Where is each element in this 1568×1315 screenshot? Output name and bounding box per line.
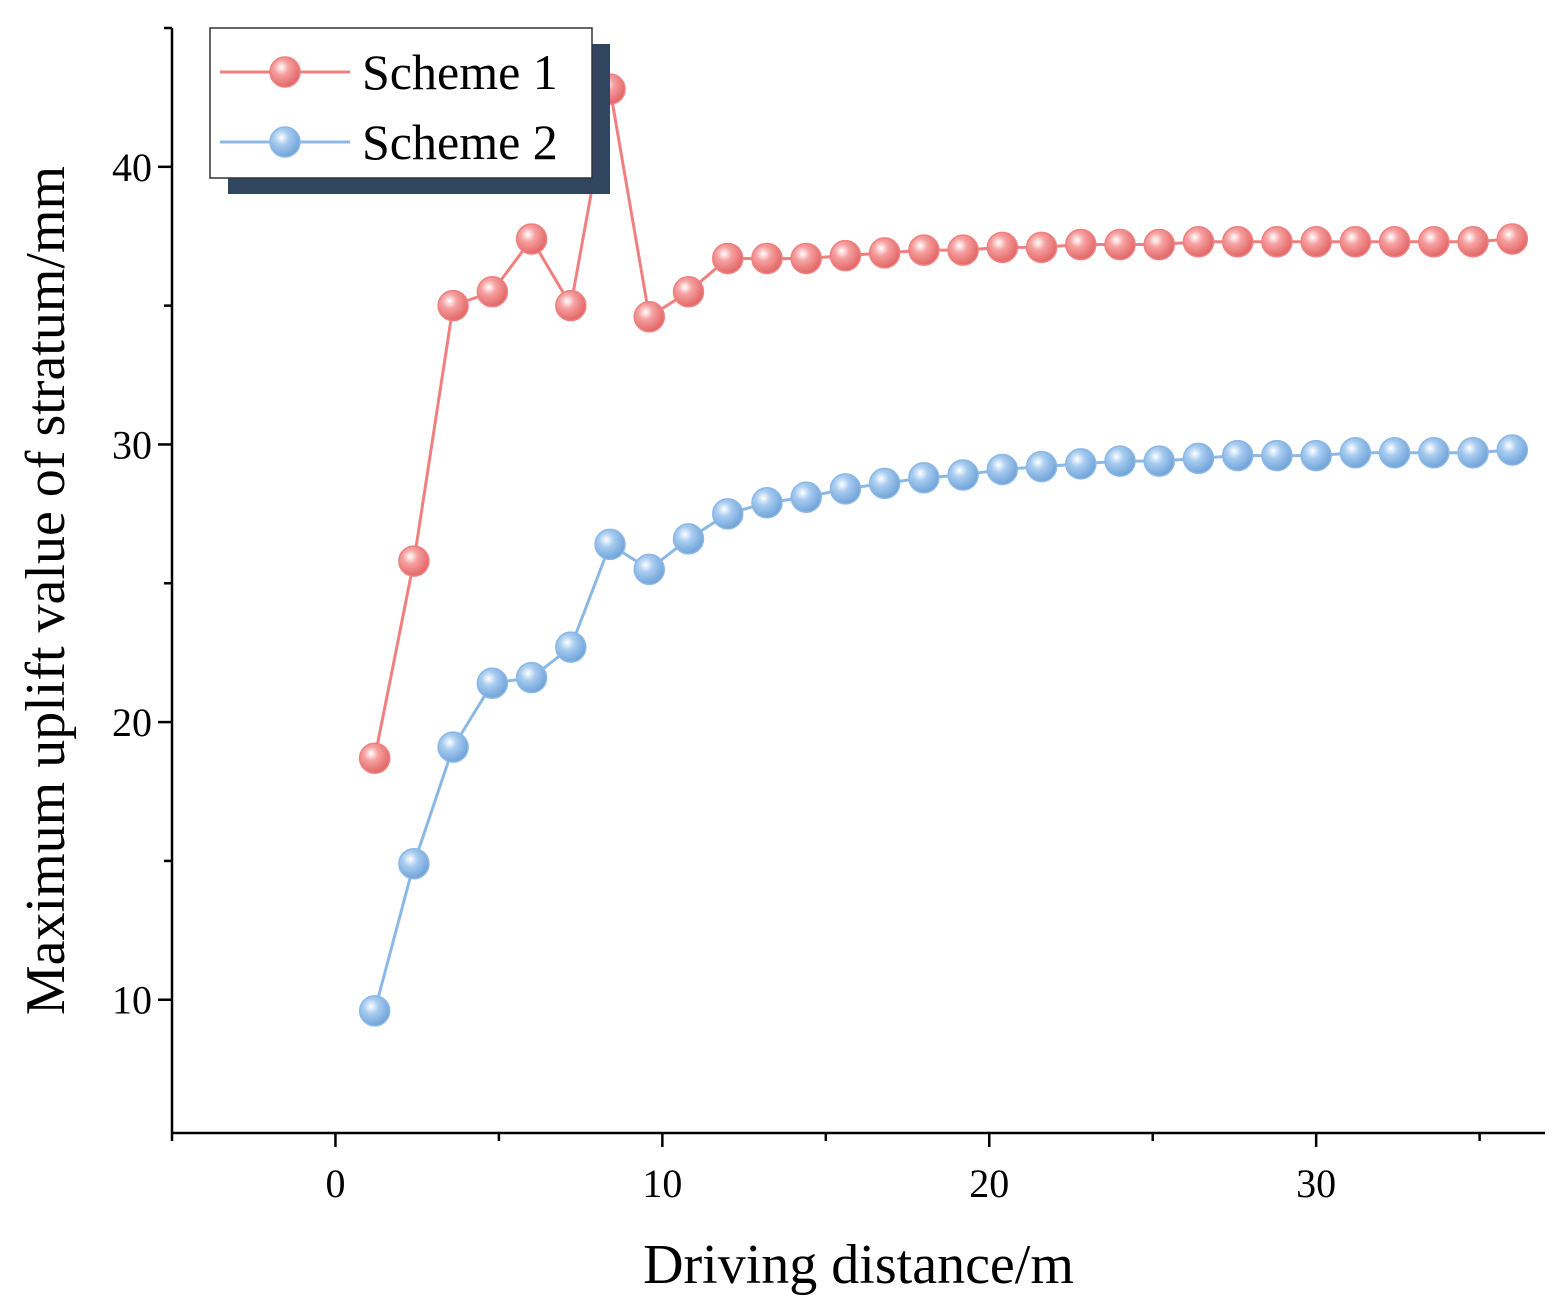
data-point: [1182, 442, 1215, 475]
data-point: [515, 661, 548, 694]
series-layer: [358, 73, 1529, 1027]
data-point: [398, 847, 430, 880]
data-point: [1496, 434, 1529, 466]
data-point: [358, 995, 391, 1027]
legend-box: [209, 27, 593, 179]
legend-label: Scheme 1: [362, 44, 558, 100]
data-point: [476, 276, 509, 308]
legend-item: Scheme 1: [220, 44, 558, 100]
data-point: [1378, 226, 1411, 258]
data-point: [594, 528, 626, 561]
legend-marker: [269, 126, 301, 158]
x-axis-title: Driving distance/m: [643, 1234, 1074, 1296]
x-tick-label: 20: [969, 1161, 1009, 1206]
data-point: [1261, 439, 1293, 472]
data-point: [1065, 228, 1097, 261]
series-2-line: [373, 448, 1513, 1012]
data-point: [1182, 226, 1215, 258]
data-point: [515, 223, 548, 255]
legend-items: Scheme 1 Scheme 2: [220, 44, 558, 170]
data-point: [1339, 226, 1372, 258]
data-point: [358, 742, 391, 774]
data-point: [790, 481, 822, 513]
data-point: [790, 242, 822, 275]
data-point: [1221, 439, 1254, 472]
x-tick-label: 0: [325, 1161, 345, 1206]
data-point: [1025, 450, 1058, 483]
data-point: [868, 467, 901, 500]
series-2: [358, 434, 1529, 1027]
x-tick-label: 10: [642, 1161, 682, 1206]
y-tick-label: 10: [112, 978, 152, 1023]
data-point: [947, 234, 979, 266]
legend-marker: [269, 56, 301, 88]
data-point: [437, 289, 469, 322]
data-point: [868, 237, 901, 269]
data-point: [1496, 223, 1529, 255]
data-point: [672, 523, 705, 555]
data-point: [1457, 226, 1489, 258]
data-point: [1143, 445, 1176, 477]
data-point: [476, 667, 509, 699]
legend-item: Scheme 2: [220, 114, 558, 170]
legend: Scheme 1 Scheme 2: [209, 27, 610, 194]
data-point: [829, 473, 862, 505]
data-point: [711, 498, 744, 530]
data-point: [633, 553, 666, 586]
data-point: [398, 545, 430, 577]
data-point: [1300, 226, 1332, 258]
series-1: [358, 73, 1529, 774]
data-point: [1378, 437, 1411, 469]
y-tick-label: 20: [112, 700, 152, 745]
data-point: [986, 231, 1019, 264]
legend-label: Scheme 2: [362, 114, 558, 170]
data-point: [947, 459, 979, 491]
data-point: [1339, 437, 1372, 469]
x-axis-ticks: 0 10 20 30: [170, 1133, 1481, 1206]
data-point: [1418, 437, 1450, 469]
y-axis-title: Maximum uplift value of stratum/mm: [15, 166, 77, 1015]
data-point: [1418, 226, 1450, 258]
y-axis-ticks: 10 20 30 40: [112, 26, 172, 1023]
y-tick-label: 30: [112, 422, 152, 467]
data-point: [1457, 437, 1489, 469]
x-tick-label: 30: [1296, 1161, 1336, 1206]
data-point: [633, 300, 666, 333]
data-point: [751, 242, 783, 275]
data-point: [829, 239, 862, 272]
data-point: [1065, 448, 1097, 480]
data-point: [555, 631, 587, 663]
data-point: [437, 731, 469, 763]
axes: 0 10 20 30 10 20 30 40: [112, 26, 1545, 1206]
data-point: [908, 234, 940, 266]
data-point: [711, 242, 744, 275]
data-point: [1221, 226, 1254, 258]
data-point: [986, 453, 1019, 486]
y-tick-label: 40: [112, 145, 152, 190]
data-point: [1104, 228, 1136, 261]
data-point: [1300, 439, 1332, 472]
data-point: [1261, 226, 1293, 258]
data-point: [1025, 231, 1058, 264]
data-point: [751, 487, 783, 519]
data-point: [1143, 228, 1176, 261]
data-point: [1104, 445, 1136, 477]
data-point: [555, 289, 587, 322]
data-point: [672, 276, 705, 308]
data-point: [908, 462, 940, 494]
